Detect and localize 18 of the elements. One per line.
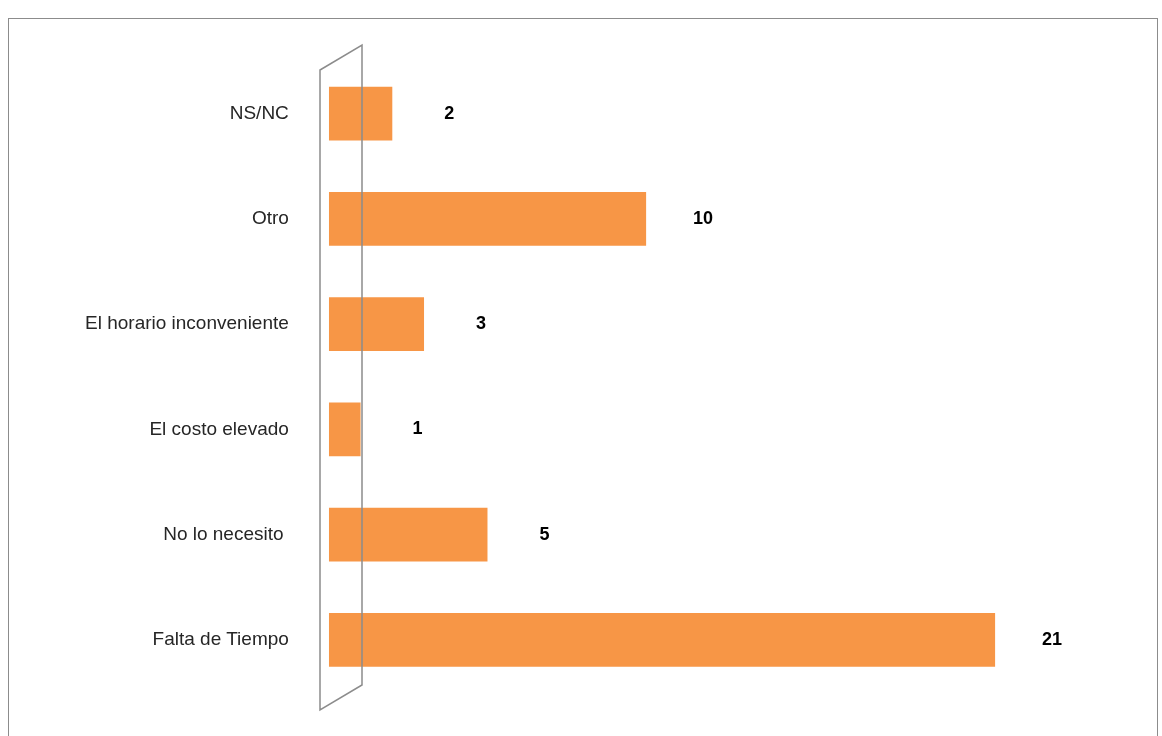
y-tick-label: Otro	[251, 207, 289, 229]
data-label: 2	[444, 102, 455, 123]
y-tick-label: NS/NC	[229, 101, 289, 123]
bar	[328, 402, 361, 457]
bar	[328, 507, 488, 562]
bar	[328, 192, 647, 246]
data-label: 10	[693, 207, 714, 228]
bar	[328, 297, 425, 352]
bar	[328, 86, 393, 141]
y-tick-label: El horario inconveniente	[84, 312, 289, 334]
data-label: 21	[1042, 628, 1063, 649]
y-tick-label: No lo necesito	[163, 522, 289, 544]
bar	[328, 613, 996, 667]
data-label: 5	[539, 523, 550, 544]
data-label: 3	[476, 313, 487, 334]
y-tick-label: Falta de Tiempo	[152, 628, 289, 650]
y-tick-label: El costo elevado	[149, 417, 289, 439]
data-label: 1	[412, 418, 423, 439]
